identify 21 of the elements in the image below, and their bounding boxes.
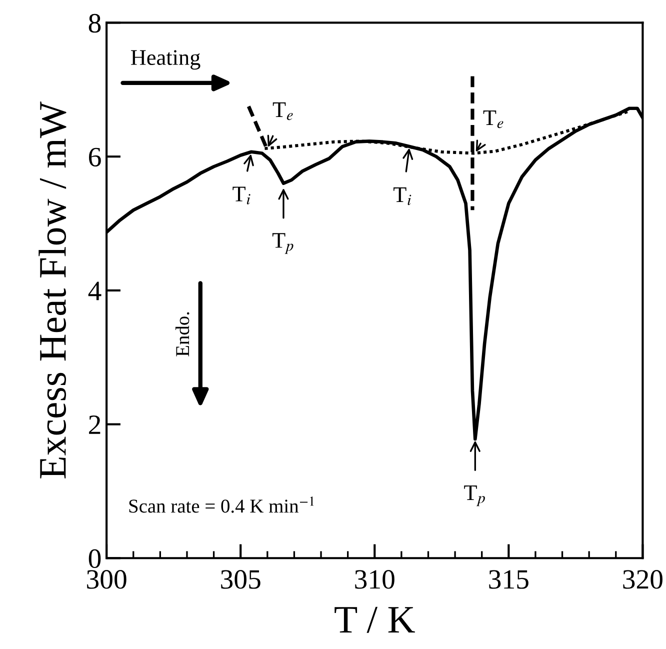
y-tick-label: 8 — [88, 14, 101, 33]
annotation: Scan rate = 0.4 K min$^{−1}$ — [129, 496, 314, 513]
x-tick-label: 310 — [355, 570, 394, 589]
annotation: Endo. — [175, 312, 190, 356]
x-tick-label: 320 — [623, 570, 662, 589]
x-tick-label: 300 — [87, 570, 126, 589]
y-tick-label: 0 — [88, 549, 101, 568]
x-axis-title: T / K — [334, 606, 415, 633]
x-tick-label: 315 — [489, 570, 528, 589]
annotation: T$_{e}$ — [272, 102, 293, 120]
annotation: T$_{i}$ — [232, 186, 250, 204]
annotation: T$_{i}$ — [394, 187, 412, 206]
x-tick-label: 305 — [221, 570, 260, 589]
y-tick-label: 6 — [89, 148, 101, 166]
annotation: Heating — [131, 50, 200, 70]
y-tick-label: 2 — [89, 416, 100, 434]
annotation: T$_{p}$ — [272, 233, 294, 254]
y-axis-title: Excess Heat Flow / mW — [38, 102, 66, 478]
y-tick-label: 4 — [88, 282, 102, 300]
annotation: T$_{p}$ — [464, 485, 485, 506]
annotation: T$_{e}$ — [483, 110, 504, 128]
